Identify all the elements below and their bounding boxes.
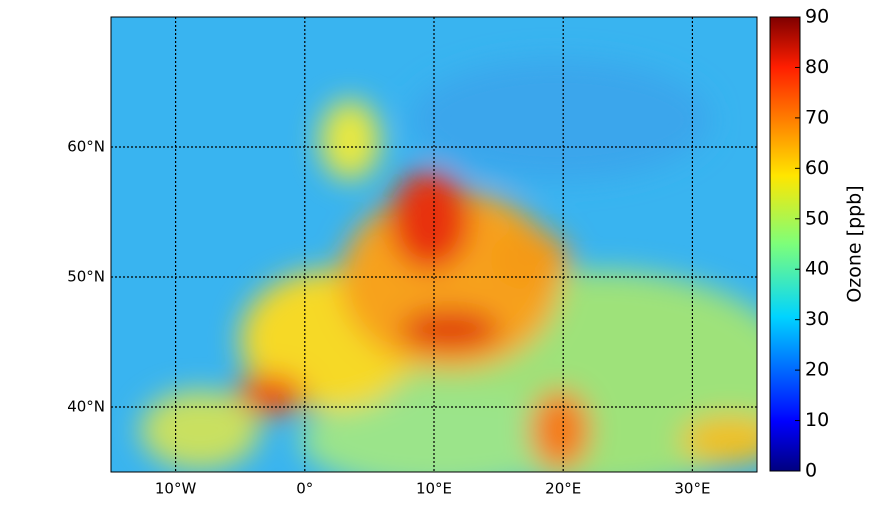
lat-label: 40°N: [67, 398, 105, 416]
lon-label: 20°E: [545, 480, 581, 498]
colorbar-tick-label: 90: [805, 6, 829, 28]
colorbar-tick-label: 30: [805, 308, 829, 330]
colorbar-tick-label: 40: [805, 258, 829, 280]
lat-label: 50°N: [67, 268, 105, 286]
colorbar-tick-label: 70: [805, 106, 829, 128]
colorbar-tick-label: 60: [805, 157, 829, 179]
colorbar-tick-label: 10: [805, 409, 829, 431]
colorbar-tick-label: 80: [805, 56, 829, 78]
lon-label: 10°E: [416, 480, 452, 498]
colorbar-tick-label: 20: [805, 359, 829, 381]
lon-label: 30°E: [674, 480, 710, 498]
colorbar: [769, 16, 801, 472]
lon-label: 10°W: [155, 480, 197, 498]
lat-label: 60°N: [67, 138, 105, 156]
colorbar-tick-label: 50: [805, 207, 829, 229]
colorbar-label: Ozone [ppb]: [844, 185, 866, 302]
ozone-field: [111, 17, 757, 472]
colorbar-tick-label: 0: [805, 460, 817, 482]
lon-label: 0°: [296, 480, 313, 498]
